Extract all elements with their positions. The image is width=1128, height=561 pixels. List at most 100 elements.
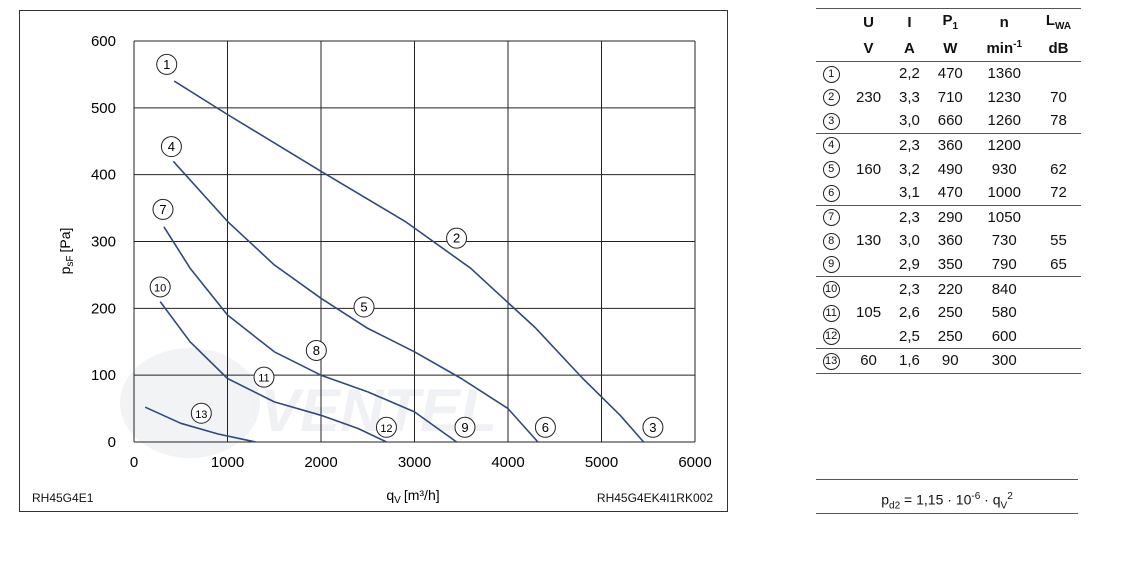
- cell-u: 130: [856, 232, 882, 250]
- curve-label-text: 4: [168, 139, 175, 154]
- col-u: U: [846, 8, 891, 35]
- curve-5: [320, 297, 415, 353]
- y-tick-label: 300: [91, 234, 116, 251]
- cell-u: 230: [856, 88, 882, 106]
- curve-label-circle: [353, 296, 375, 318]
- curve-label-11: 11: [253, 366, 275, 388]
- y-tick-label: 100: [91, 367, 116, 384]
- row-id: 1: [816, 62, 846, 86]
- curve-number-badge: 11: [822, 304, 840, 322]
- cell-i: 1,6: [890, 348, 928, 374]
- curve-label-text: 10: [154, 282, 166, 294]
- curve-number-badge: 9: [822, 256, 840, 274]
- cell-i: 2,3: [898, 208, 920, 226]
- row-id: 7: [816, 205, 846, 229]
- curve-label-text: 7: [159, 202, 166, 217]
- cell-u: [846, 277, 891, 301]
- curve-label-text: 2: [453, 231, 460, 246]
- cell-n: 1000: [972, 180, 1036, 206]
- curve-number-badge: 7: [822, 209, 840, 227]
- curve-label-text: 3: [649, 420, 656, 435]
- curve-label-text: 13: [195, 409, 207, 421]
- row-id: 12: [816, 324, 847, 350]
- row-id: 4: [816, 133, 846, 157]
- curve-2: [404, 220, 537, 329]
- table-header-symbols: U I P1 n LWA: [816, 8, 1081, 35]
- curve-label-text: 6: [542, 420, 549, 435]
- curve-7: [163, 226, 275, 353]
- y-tick-label: 0: [108, 434, 116, 451]
- curve-number-badge: 5: [822, 160, 840, 178]
- cell-u: [846, 205, 891, 229]
- cell-i: 3,2: [898, 160, 920, 178]
- x-axis-label: qV [m³/h]: [386, 487, 439, 506]
- curve-label-text: 1: [163, 57, 170, 72]
- cell-l: [1036, 301, 1081, 325]
- table-row: 11 105 2,6 250 580: [816, 301, 1081, 325]
- x-tick-label: 4000: [491, 454, 524, 471]
- cell-p: 710: [937, 88, 963, 106]
- cell-p: 290: [937, 208, 963, 226]
- cell-l: [1036, 133, 1081, 157]
- model-code-left: RH45G4E1: [32, 491, 94, 505]
- cell-i: 2,3: [898, 280, 920, 298]
- x-tick-label: 1000: [211, 454, 244, 471]
- cell-n: 1360: [987, 65, 1021, 83]
- cell-l: [1036, 205, 1081, 229]
- cell-l: [1035, 348, 1081, 374]
- curve-6: [414, 351, 539, 443]
- cell-i: 3,0: [898, 232, 920, 250]
- row-id: 2: [816, 86, 846, 110]
- cell-i: 2,6: [898, 304, 920, 322]
- cell-l: 55: [1050, 232, 1067, 250]
- cell-i: 3,0: [890, 109, 928, 134]
- curve-number-badge: 8: [822, 232, 840, 250]
- cell-p: 660: [927, 109, 973, 134]
- curve-4: [172, 160, 322, 299]
- table-row: 1 2,2 470 1360: [816, 62, 1081, 86]
- unit-v: V: [846, 35, 891, 62]
- curve-label-6: 6: [534, 416, 556, 438]
- row-id: 5: [816, 157, 846, 181]
- y-tick-label: 400: [91, 167, 116, 184]
- cell-p: 470: [927, 180, 973, 206]
- curve-label-circle: [253, 366, 275, 388]
- curve-label-text: 9: [461, 420, 468, 435]
- table-row: 4 2,3 360 1200: [816, 133, 1081, 157]
- cell-n: 580: [991, 304, 1017, 322]
- row-id: 6: [816, 180, 847, 206]
- unit-a: A: [890, 35, 928, 62]
- table-row: 9 2,9 350 790 65: [816, 252, 1081, 278]
- curve-label-7: 7: [152, 198, 174, 220]
- curve-13: [144, 406, 256, 443]
- curve-3: [535, 327, 645, 443]
- cell-u: [846, 180, 891, 206]
- row-id: 8: [816, 229, 846, 253]
- table-row: 3 3,0 660 1260 78: [816, 109, 1081, 134]
- cell-n: 1050: [987, 208, 1021, 226]
- curve-label-circle: [375, 416, 397, 438]
- x-tick-label: 0: [130, 454, 138, 471]
- curve-number-badge: 2: [822, 89, 840, 107]
- col-i: I: [890, 8, 928, 35]
- cell-p: 250: [927, 324, 973, 350]
- curve-1: [173, 80, 406, 223]
- curve-number-badge: 3: [822, 112, 840, 130]
- curve-12: [320, 414, 387, 443]
- curve-number-badge: 12: [822, 328, 840, 346]
- cell-u: [846, 324, 891, 350]
- unit-blank: [816, 35, 847, 62]
- model-code-right: RH45G4EK4I1RK002: [596, 491, 713, 505]
- curve-number-badge: 6: [822, 184, 840, 202]
- cell-i: 2,5: [890, 324, 928, 350]
- col-id: [816, 8, 847, 35]
- chart-frame: VENTEL 0 1000 2000 3000 4000 5000 6000 0 100 200 3…: [19, 10, 728, 512]
- curve-label-circle: [534, 416, 556, 438]
- curve-label-text: 12: [380, 423, 392, 435]
- cell-p: 220: [937, 280, 963, 298]
- cell-l: 62: [1050, 160, 1067, 178]
- curve-number-badge: 1: [822, 65, 840, 83]
- x-tick-label: 5000: [585, 454, 618, 471]
- cell-u: [846, 133, 891, 157]
- col-n: n: [972, 8, 1036, 35]
